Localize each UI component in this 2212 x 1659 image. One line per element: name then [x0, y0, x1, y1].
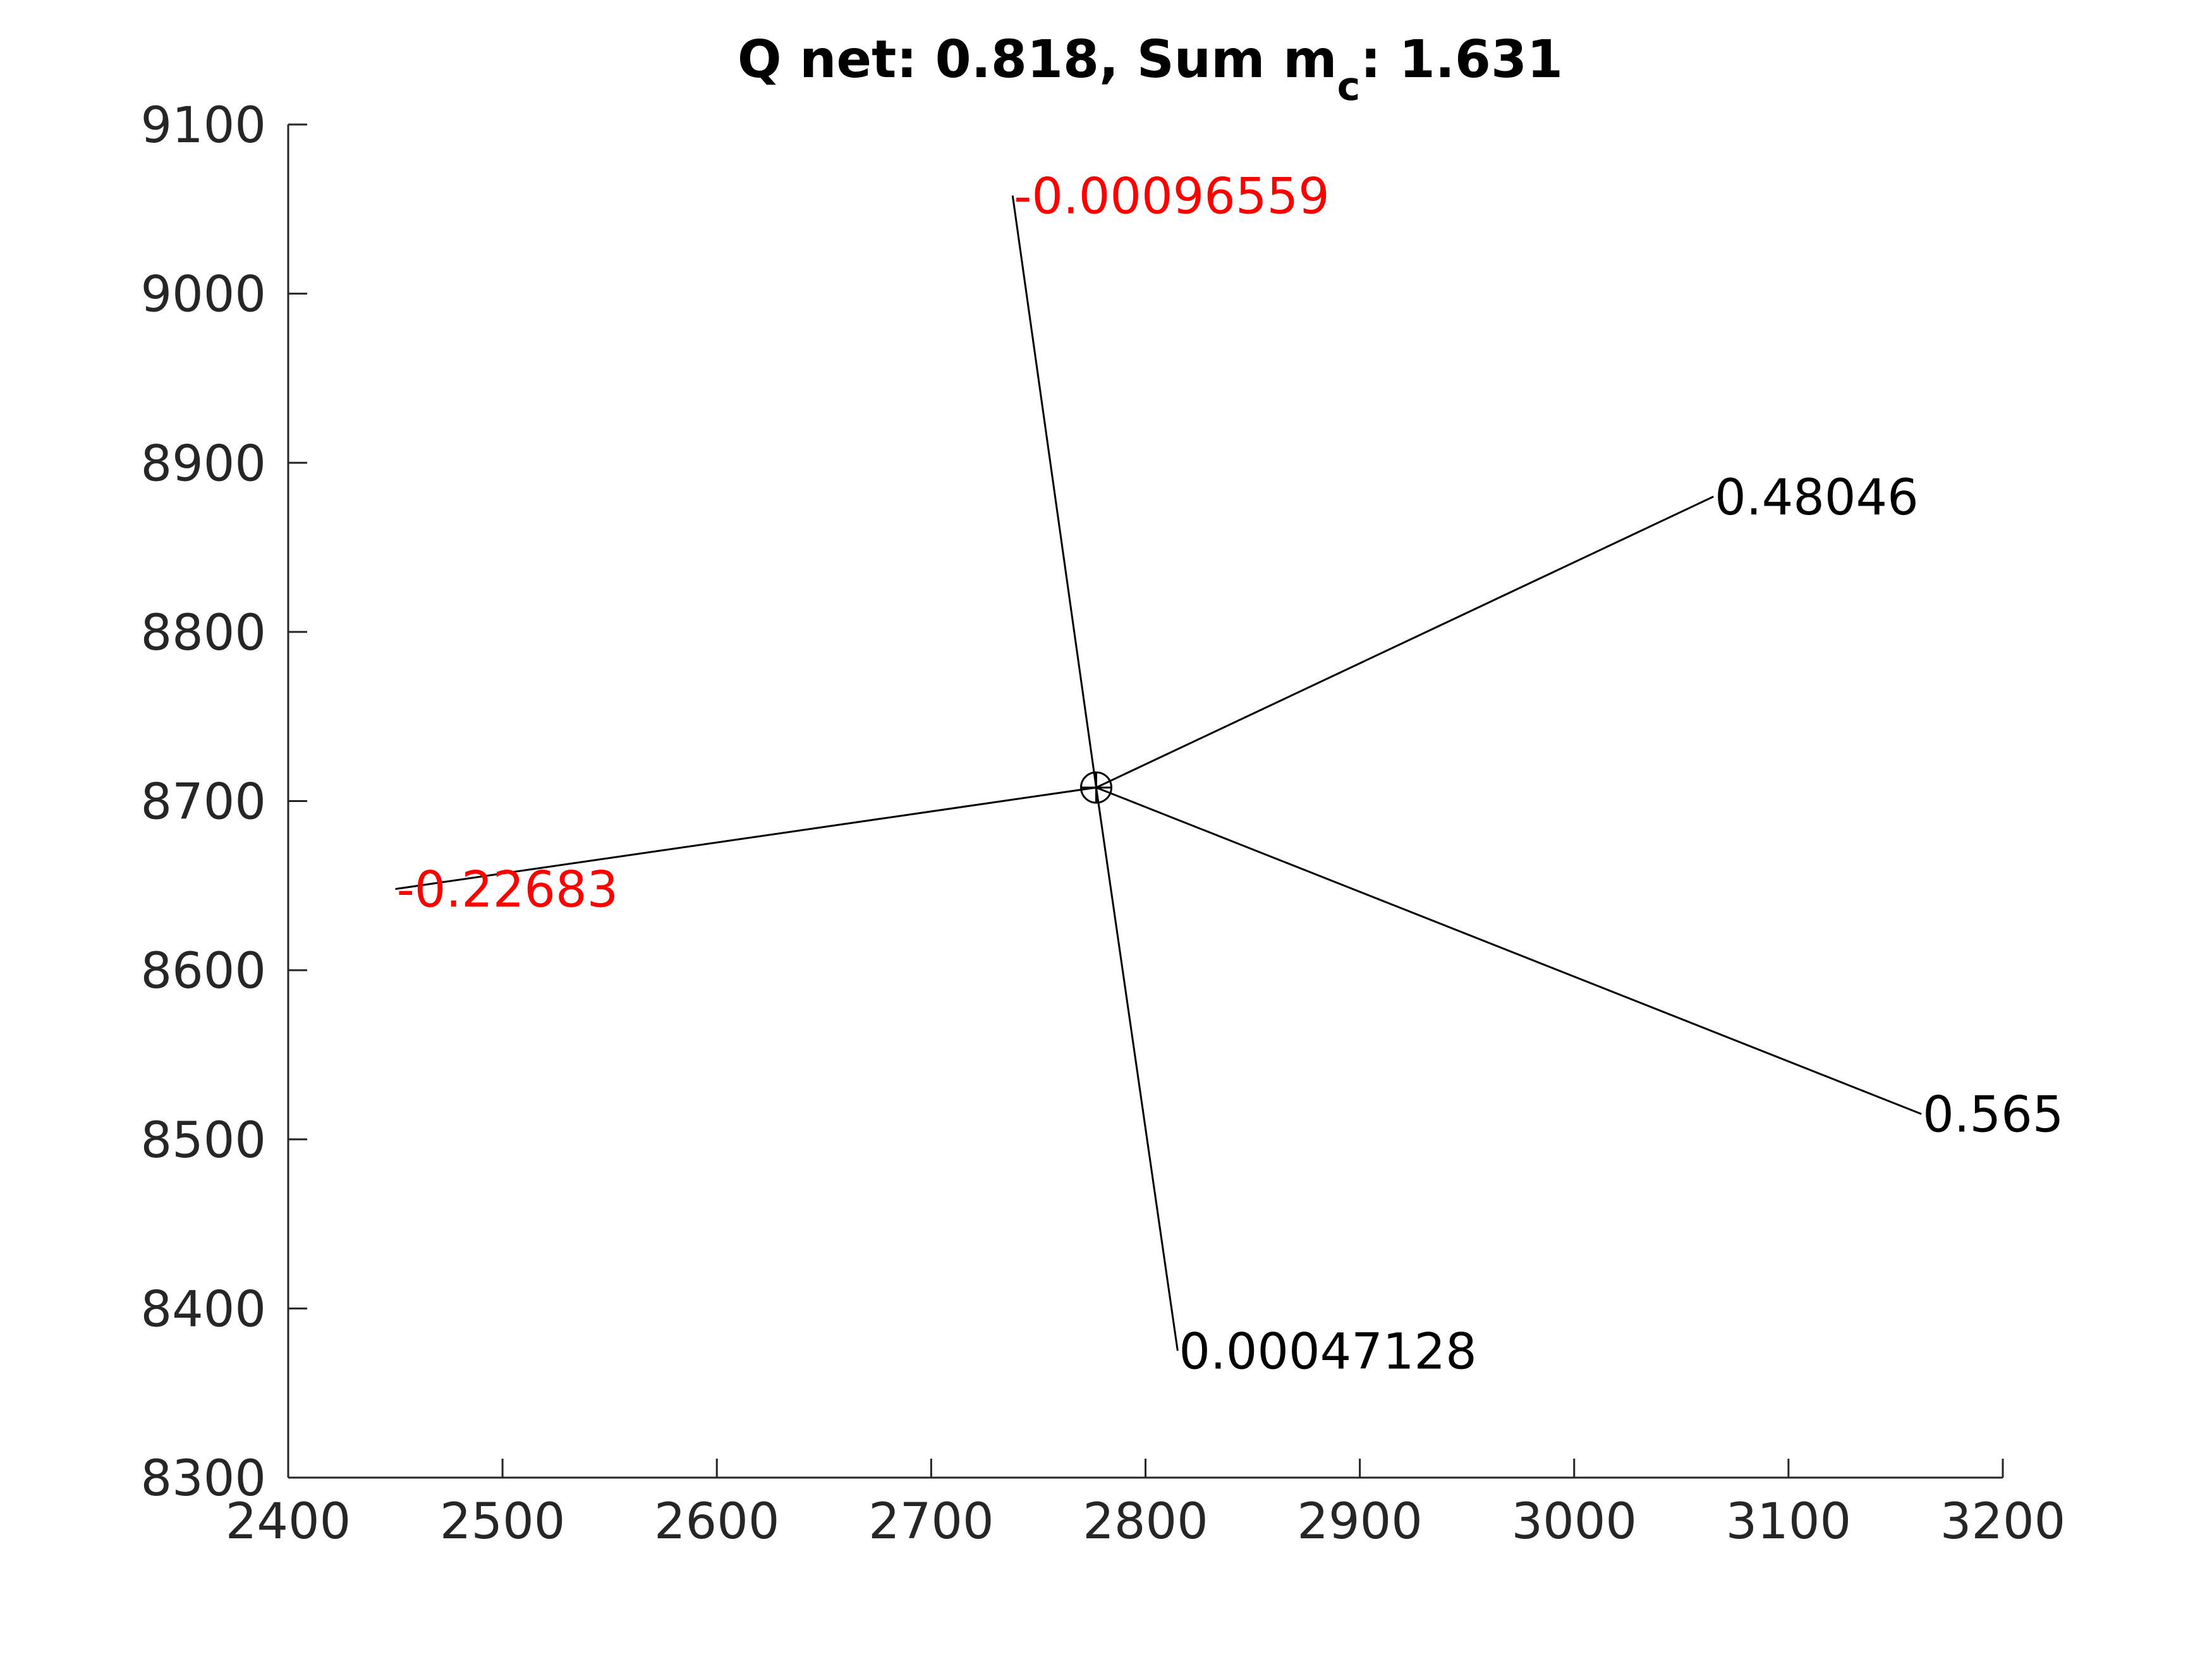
y-tick-label: 8500 [140, 1112, 266, 1169]
chart-title-group: Q net: 0.818, Sum mc: 1.631 [738, 30, 1563, 109]
spoke-line [1095, 786, 1922, 1115]
x-tick-label: 2600 [654, 1493, 780, 1550]
y-tick-label: 8800 [140, 605, 266, 662]
axes-group [287, 125, 2003, 1479]
spoke-line [1011, 195, 1097, 788]
x-tick-label: 2800 [1083, 1493, 1208, 1550]
spokes-group [395, 195, 1922, 1351]
ticks-group: 2400 2500 2600 2700 2800 2900 3000 3100 3200 8300… [140, 97, 2065, 1550]
y-tick-label: 8400 [140, 1281, 266, 1338]
data-label: 0.565 [1923, 1087, 2063, 1144]
center-marker-group [1080, 771, 1113, 804]
x-tick-label: 3000 [1511, 1493, 1637, 1550]
x-tick-label: 2900 [1297, 1493, 1423, 1550]
y-tick-label: 9100 [140, 97, 266, 154]
x-tick-label: 2500 [440, 1493, 566, 1550]
y-tick-label: 8900 [140, 435, 266, 492]
x-tick-label: 3100 [1726, 1493, 1852, 1550]
data-label: -0.00096559 [1014, 168, 1330, 225]
y-tick-label: 8700 [140, 774, 266, 831]
y-tick-label: 8300 [140, 1450, 266, 1507]
y-tick-label: 9000 [140, 267, 266, 324]
x-tick-label: 3200 [1940, 1493, 2066, 1550]
x-tick-label: 2700 [868, 1493, 994, 1550]
spoke-line [395, 786, 1097, 890]
chart-title-suffix: : 1.631 [1360, 30, 1563, 90]
data-label: 0.00047128 [1179, 1323, 1476, 1380]
spoke-line [1095, 787, 1179, 1351]
y-tick-label: 8600 [140, 943, 266, 1000]
chart-title-subscript: c [1337, 63, 1361, 109]
spoke-line [1095, 495, 1714, 789]
x-tick-label: 2400 [226, 1493, 351, 1550]
chart-title: Q net: 0.818, Sum mc: 1.631 [738, 30, 1563, 109]
data-label: 0.48046 [1715, 470, 1919, 526]
chart-title-prefix: Q net: 0.818, Sum m [738, 30, 1337, 90]
data-labels-group: -0.00096559 0.48046 -0.22683 0.565 0.0004712… [397, 168, 2064, 1380]
data-label: -0.22683 [397, 862, 619, 919]
